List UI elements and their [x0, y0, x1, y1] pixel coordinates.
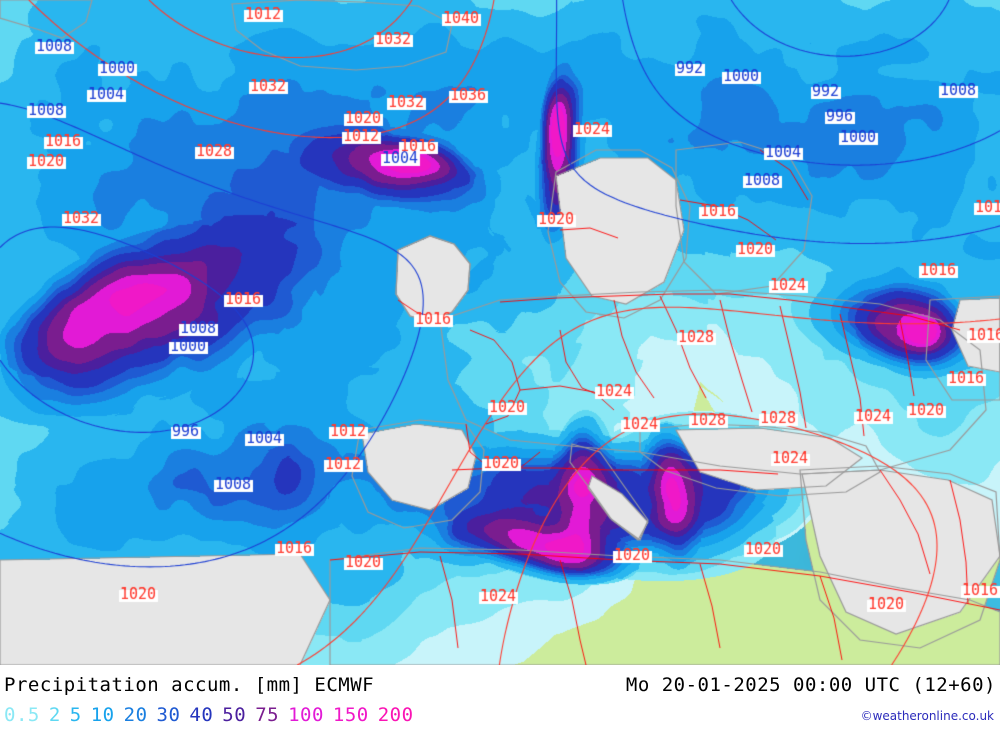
precipitation-map-canvas[interactable]: [0, 0, 1000, 665]
legend-item-75: 75: [255, 704, 280, 726]
model-run-timestamp: Mo 20-01-2025 00:00 UTC (12+60): [625, 674, 996, 696]
legend-item-50: 50: [222, 704, 247, 726]
legend-item-20: 20: [123, 704, 148, 726]
legend-item-30: 30: [156, 704, 181, 726]
legend-item-150: 150: [332, 704, 369, 726]
legend-item-10: 10: [90, 704, 115, 726]
copyright-credit: ©weatheronline.co.uk: [860, 709, 994, 723]
precipitation-legend: 0.5 2 5 10 20 30 40 50 75 100 150 200: [4, 704, 423, 728]
legend-item-0-5: 0.5: [4, 704, 40, 726]
legend-item-2: 2: [48, 704, 61, 726]
legend-item-40: 40: [189, 704, 214, 726]
legend-item-100: 100: [288, 704, 324, 726]
map-title: Precipitation accum. [mm] ECMWF: [4, 674, 375, 696]
map-viewport[interactable]: [0, 0, 1000, 665]
legend-item-200: 200: [377, 704, 414, 726]
footer-title-row: Precipitation accum. [mm] ECMWF Mo 20-01…: [0, 674, 1000, 700]
legend-item-5: 5: [69, 704, 82, 726]
map-footer: Precipitation accum. [mm] ECMWF Mo 20-01…: [0, 665, 1000, 733]
